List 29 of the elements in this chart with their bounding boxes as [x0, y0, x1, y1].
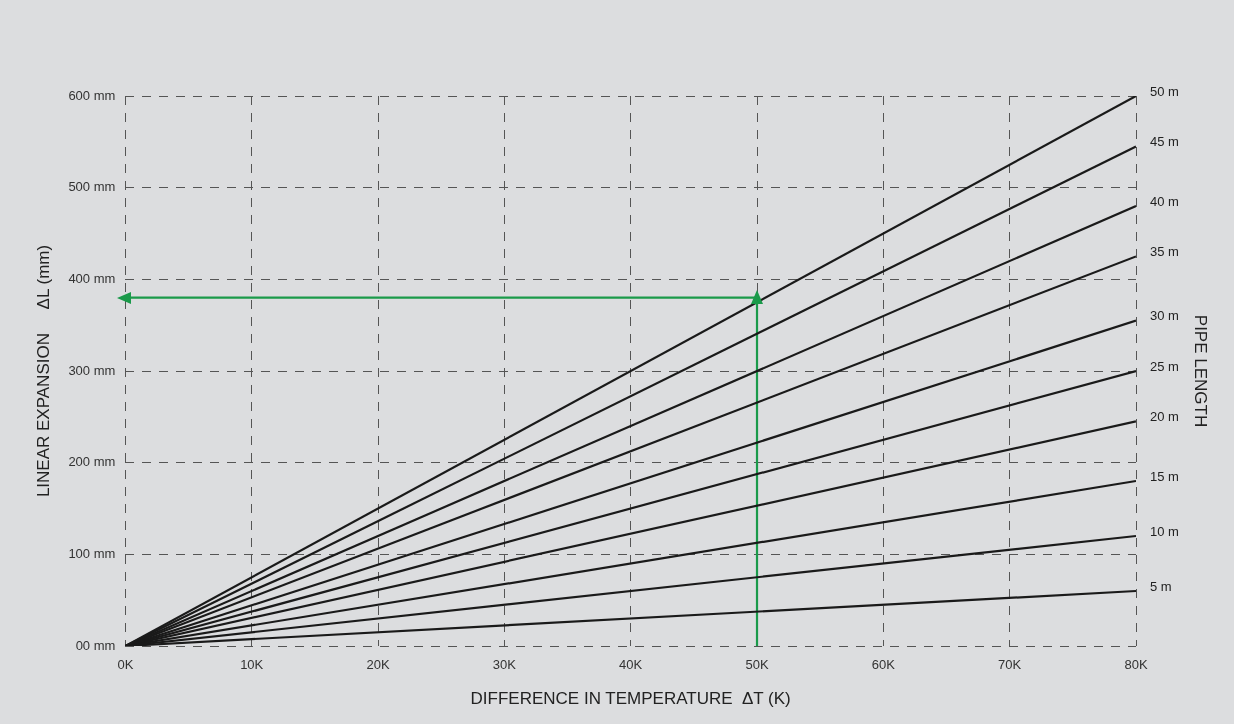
- series-label: 50 m: [1150, 83, 1179, 99]
- series-label: 15 m: [1150, 468, 1179, 484]
- series-label: 20 m: [1150, 408, 1179, 424]
- x-tick-label: 70K: [998, 657, 1022, 673]
- x-tick-label: 40K: [619, 657, 643, 673]
- y-axis-title: LINEAR EXPANSION ΔL (mm): [33, 244, 53, 498]
- series-label: 35 m: [1150, 243, 1179, 259]
- x-axis-title: DIFFERENCE IN TEMPERATURE ΔT (K): [470, 689, 791, 709]
- x-tick-label: 30K: [492, 657, 517, 673]
- series-label: 45 m: [1150, 133, 1179, 149]
- x-tick-label: 60K: [871, 657, 896, 673]
- series-label: 5 m: [1150, 578, 1172, 594]
- y-tick-label: 00 mm: [75, 637, 116, 653]
- x-tick-label: 20K: [366, 657, 390, 673]
- x-tick-label: 0K: [117, 657, 134, 673]
- y-tick-label: 400 mm: [68, 270, 116, 286]
- y-tick-label: 100 mm: [68, 545, 116, 561]
- x-tick-label: 10K: [240, 657, 264, 673]
- y-tick-label: 500 mm: [68, 179, 116, 195]
- series-label: 40 m: [1150, 193, 1179, 209]
- x-tick-label: 50K: [745, 657, 769, 673]
- series-label: 25 m: [1150, 358, 1179, 374]
- y2-axis-title: PIPE LENGTH: [1191, 314, 1211, 428]
- series-label: 30 m: [1150, 308, 1179, 324]
- x-tick-label: 80K: [1124, 657, 1148, 673]
- y-tick-label: 200 mm: [68, 454, 116, 470]
- series-label: 10 m: [1150, 523, 1179, 539]
- y-tick-label: 300 mm: [68, 362, 116, 378]
- y-tick-label: 600 mm: [68, 87, 116, 103]
